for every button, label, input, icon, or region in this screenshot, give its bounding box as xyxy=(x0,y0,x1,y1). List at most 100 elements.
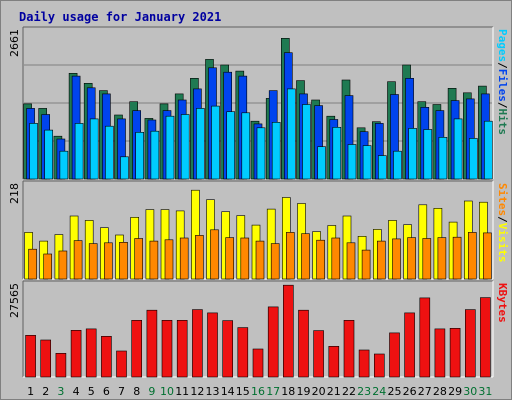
bar-sites-day-27 xyxy=(422,238,432,280)
bar-kbytes-day-2 xyxy=(40,339,52,378)
bar-kbytes-day-21 xyxy=(328,345,340,378)
x-tick-label-27: 27 xyxy=(418,385,432,398)
bar-kbytes-day-6 xyxy=(101,335,112,378)
bar-sites-day-28 xyxy=(437,237,447,280)
bar-sites-day-24 xyxy=(376,240,386,280)
bar-pages-day-20 xyxy=(317,146,326,180)
bar-kbytes-day-30 xyxy=(464,309,476,378)
x-tick-label-29: 29 xyxy=(448,385,462,398)
bar-kbytes-day-24 xyxy=(373,353,385,378)
bar-kbytes-day-22 xyxy=(343,319,355,378)
bar-sites-day-15 xyxy=(240,237,250,280)
legend-item: Hits xyxy=(496,109,509,136)
bar-pages-day-26 xyxy=(408,128,417,180)
bar-pages-day-5 xyxy=(89,118,99,180)
x-tick-label-28: 28 xyxy=(433,385,447,398)
x-tick-label-1: 1 xyxy=(27,385,34,398)
bar-pages-day-28 xyxy=(438,137,448,180)
bar-kbytes-day-10 xyxy=(161,319,173,378)
legend-item: Sites xyxy=(496,183,509,216)
bar-sites-day-12 xyxy=(195,235,204,280)
legend-item: Visits xyxy=(496,223,509,263)
panel-2: 218 Sites/Visits xyxy=(8,180,509,280)
x-tick-label-7: 7 xyxy=(118,385,125,398)
bar-pages-day-9 xyxy=(150,130,160,180)
bar-kbytes-day-3 xyxy=(55,352,67,378)
x-tick-label-8: 8 xyxy=(133,385,140,398)
bar-pages-day-29 xyxy=(453,118,463,180)
bar-sites-day-25 xyxy=(392,238,401,280)
bar-sites-day-10 xyxy=(164,239,174,280)
bar-sites-day-2 xyxy=(43,253,53,280)
x-tick-label-22: 22 xyxy=(342,385,356,398)
x-tick-label-13: 13 xyxy=(206,385,220,398)
x-tick-label-12: 12 xyxy=(190,385,204,398)
bar-kbytes-day-29 xyxy=(449,327,461,378)
bar-pages-day-19 xyxy=(302,104,311,180)
x-tick-label-9: 9 xyxy=(148,385,155,398)
legend-item: / xyxy=(496,62,509,69)
bar-kbytes-day-27 xyxy=(419,297,431,378)
bar-kbytes-day-13 xyxy=(207,312,218,378)
x-tick-label-26: 26 xyxy=(403,385,417,398)
bar-pages-day-6 xyxy=(105,125,114,180)
x-tick-label-31: 31 xyxy=(478,385,492,398)
x-tick-label-5: 5 xyxy=(88,385,95,398)
x-tick-label-19: 19 xyxy=(297,385,311,398)
chart-title: Daily usage for January 2021 xyxy=(19,10,221,24)
bar-sites-day-18 xyxy=(285,232,295,280)
bar-sites-day-23 xyxy=(361,249,371,280)
bar-sites-day-8 xyxy=(134,238,143,280)
bar-sites-day-30 xyxy=(467,232,477,280)
bar-kbytes-day-25 xyxy=(389,332,400,378)
bar-kbytes-day-1 xyxy=(25,334,36,378)
ymax-label: 218 xyxy=(8,183,21,204)
bar-pages-day-31 xyxy=(484,120,493,180)
bar-pages-day-13 xyxy=(211,105,220,180)
bar-sites-day-11 xyxy=(179,237,189,280)
bar-pages-day-1 xyxy=(29,123,38,180)
x-tick-label-24: 24 xyxy=(372,385,386,398)
bar-kbytes-day-17 xyxy=(267,306,279,378)
bar-pages-day-18 xyxy=(286,88,296,180)
bar-pages-day-21 xyxy=(332,127,342,180)
legend-item: Files xyxy=(496,69,509,102)
bar-sites-day-7 xyxy=(119,242,128,280)
bar-kbytes-day-20 xyxy=(313,330,324,378)
bar-sites-day-14 xyxy=(225,237,234,280)
bar-sites-day-29 xyxy=(452,236,462,280)
legend-item: KBytes xyxy=(496,283,509,323)
bar-kbytes-day-4 xyxy=(70,329,82,378)
bar-pages-day-14 xyxy=(226,111,235,180)
bar-kbytes-day-31 xyxy=(480,297,491,378)
bar-pages-day-11 xyxy=(180,114,190,180)
bar-kbytes-day-23 xyxy=(358,349,370,378)
bar-kbytes-day-19 xyxy=(298,309,309,378)
bar-kbytes-day-9 xyxy=(146,309,158,378)
x-tick-label-15: 15 xyxy=(236,385,250,398)
bar-kbytes-day-11 xyxy=(176,319,188,378)
x-tick-label-20: 20 xyxy=(312,385,326,398)
bar-sites-day-5 xyxy=(88,243,98,280)
bar-sites-day-26 xyxy=(407,237,416,280)
bar-sites-day-3 xyxy=(58,250,68,280)
bar-pages-day-22 xyxy=(347,144,357,180)
bar-sites-day-16 xyxy=(255,240,265,280)
bar-kbytes-day-14 xyxy=(222,320,233,378)
bar-pages-day-15 xyxy=(241,112,251,180)
bar-kbytes-day-26 xyxy=(404,312,415,378)
x-tick-label-18: 18 xyxy=(281,385,295,398)
x-tick-label-10: 10 xyxy=(160,385,174,398)
x-tick-label-23: 23 xyxy=(357,385,371,398)
x-tick-label-25: 25 xyxy=(388,385,402,398)
bar-sites-day-9 xyxy=(149,240,159,280)
bar-pages-day-3 xyxy=(59,150,69,180)
bar-pages-day-7 xyxy=(120,156,129,180)
panel-legend: Sites/Visits xyxy=(496,183,509,263)
panel-1: 2661 Pages/Files/Hits xyxy=(8,26,509,180)
bar-sites-day-13 xyxy=(210,229,219,280)
x-tick-label-30: 30 xyxy=(463,385,477,398)
ymax-label: 27565 xyxy=(8,283,21,318)
bar-sites-day-21 xyxy=(331,237,341,280)
